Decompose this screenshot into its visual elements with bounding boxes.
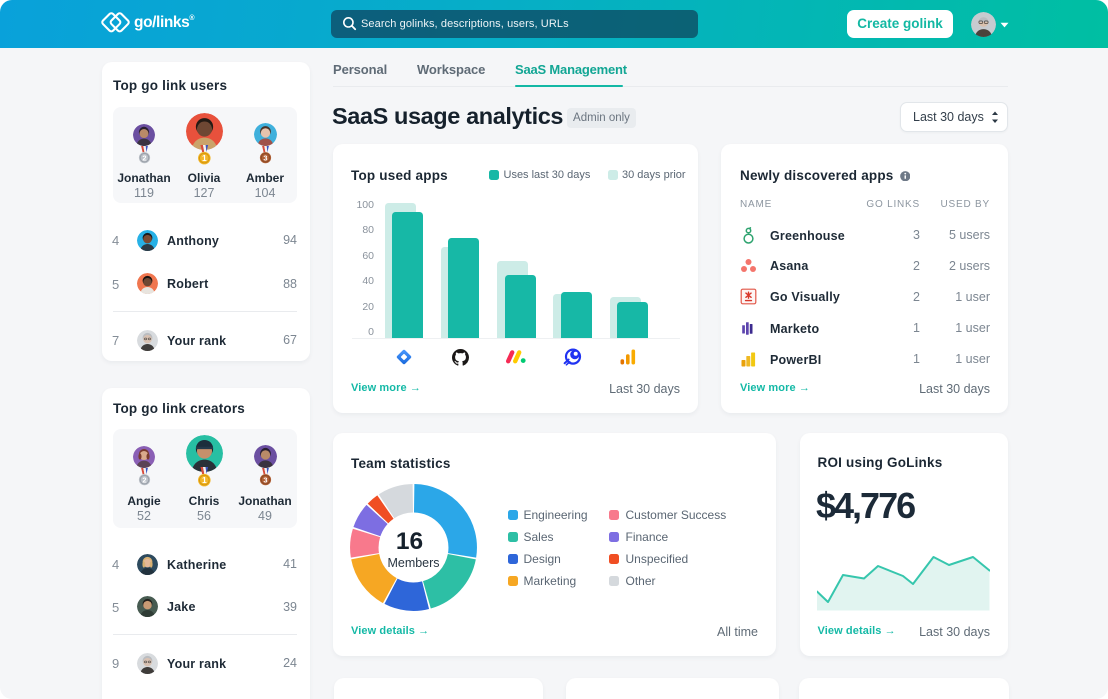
svg-text:2: 2: [142, 153, 146, 162]
svg-text:3: 3: [263, 153, 267, 162]
svg-text:3: 3: [263, 475, 267, 484]
svg-text:1: 1: [202, 475, 207, 485]
svg-text:1: 1: [202, 153, 207, 163]
svg-text:2: 2: [142, 475, 146, 484]
